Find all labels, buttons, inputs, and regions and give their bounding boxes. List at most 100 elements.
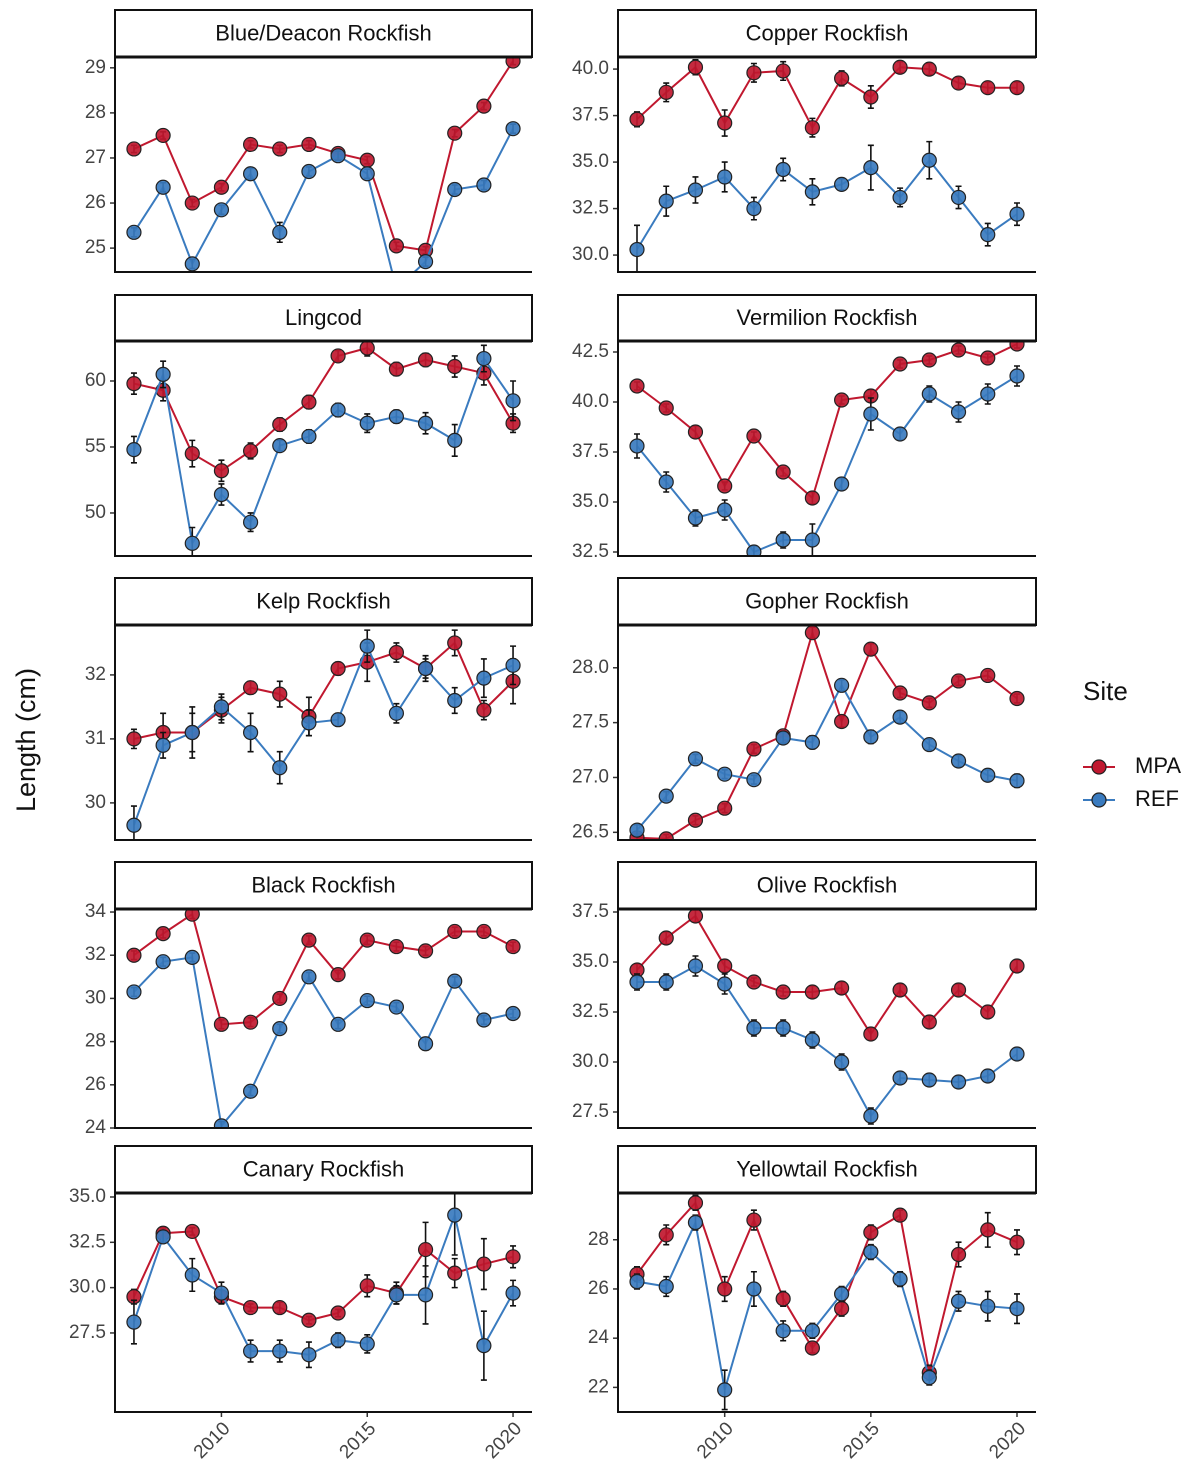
point <box>301 394 317 410</box>
series <box>629 58 1025 138</box>
legend-label: MPA <box>1135 753 1181 778</box>
point <box>746 1020 762 1036</box>
y-tick-label: 32.5 <box>69 1231 106 1252</box>
panel-title: Black Rockfish <box>251 872 395 897</box>
panel-background <box>618 625 1036 840</box>
panel-title: Lingcod <box>285 305 362 330</box>
point <box>359 341 375 356</box>
x-tick-label: 2020 <box>481 1418 526 1463</box>
y-tick-label: 32.5 <box>572 198 609 219</box>
point <box>476 702 492 718</box>
point <box>301 969 317 985</box>
point <box>272 1299 288 1316</box>
y-tick-label: 29 <box>85 57 106 78</box>
point <box>1009 341 1025 352</box>
panel-axes <box>617 1193 1036 1413</box>
point <box>921 1072 937 1088</box>
y-tick-label: 24 <box>85 1117 107 1138</box>
point <box>505 938 521 955</box>
point <box>746 200 762 217</box>
point <box>950 189 967 206</box>
point <box>804 532 820 548</box>
point <box>834 392 850 408</box>
point <box>629 822 645 838</box>
point <box>834 1286 850 1302</box>
point <box>476 1338 492 1354</box>
point <box>242 514 259 530</box>
point <box>1009 1301 1025 1317</box>
strip <box>114 861 533 910</box>
panel-data <box>629 1194 1025 1411</box>
point <box>746 428 762 444</box>
panel-axes <box>114 1193 532 1413</box>
panel-axes <box>617 909 1036 1129</box>
y-tick-label: 26 <box>588 1278 609 1299</box>
point <box>950 753 967 769</box>
point <box>629 438 645 454</box>
point <box>687 1195 704 1211</box>
point <box>272 686 288 702</box>
y-tick-label: 27.5 <box>572 712 609 733</box>
x-tick-label: 2015 <box>839 1418 884 1463</box>
point <box>388 1287 405 1303</box>
point <box>155 1229 171 1245</box>
point <box>687 182 704 198</box>
point <box>775 532 791 548</box>
point <box>1009 368 1025 384</box>
series-line <box>133 956 514 1128</box>
point <box>980 1298 996 1314</box>
point <box>126 141 142 157</box>
point <box>892 982 908 998</box>
point <box>447 973 463 989</box>
point <box>330 1016 346 1032</box>
point <box>388 999 405 1015</box>
point <box>658 788 674 804</box>
point <box>921 61 937 77</box>
point <box>863 729 879 745</box>
panel-title: Blue/Deacon Rockfish <box>215 20 431 45</box>
strip <box>617 9 1037 58</box>
point <box>476 350 492 367</box>
point <box>476 177 492 193</box>
point <box>980 1068 996 1084</box>
point <box>447 181 463 198</box>
point <box>126 1314 142 1330</box>
point <box>301 428 317 445</box>
point <box>155 926 171 942</box>
point <box>892 1070 908 1086</box>
point <box>242 1343 259 1359</box>
panel-title: Gopher Rockfish <box>745 588 909 613</box>
point <box>301 1312 317 1328</box>
point <box>447 432 463 448</box>
series <box>126 341 521 483</box>
point <box>447 923 463 940</box>
point <box>476 923 492 940</box>
strip <box>114 577 533 626</box>
point <box>687 812 704 828</box>
point <box>301 932 317 948</box>
point <box>359 1278 375 1294</box>
y-tick-label: 35.0 <box>572 951 609 972</box>
point <box>717 766 733 782</box>
y-tick-label: 55 <box>85 436 106 457</box>
point <box>505 57 521 69</box>
point <box>1009 1046 1025 1062</box>
point <box>658 193 674 209</box>
point <box>921 152 937 168</box>
series <box>126 121 521 272</box>
point <box>834 1054 850 1070</box>
panel-data <box>629 909 1025 1125</box>
panel-data <box>126 57 521 272</box>
point <box>184 949 200 965</box>
point <box>505 1005 521 1022</box>
point <box>892 709 908 725</box>
point <box>980 1004 996 1020</box>
point <box>921 352 937 368</box>
point <box>746 741 762 757</box>
point <box>242 724 259 741</box>
point <box>658 84 674 100</box>
point <box>126 731 142 747</box>
point <box>213 179 230 195</box>
panel-data <box>629 625 1025 840</box>
